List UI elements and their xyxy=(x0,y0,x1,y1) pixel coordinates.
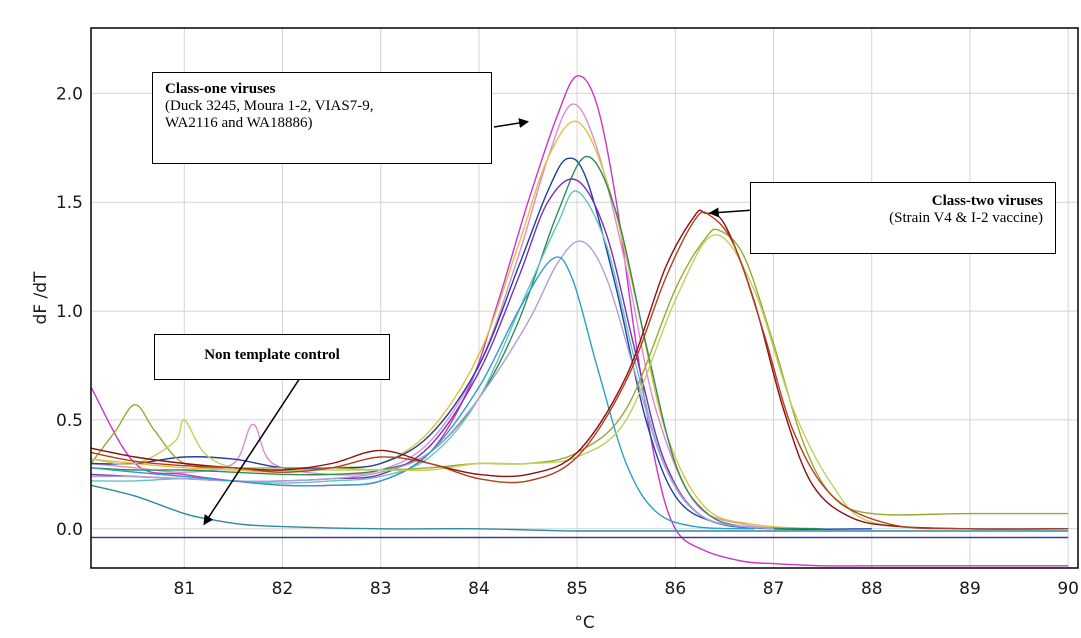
x-tick-labels: 81 82 83 84 85 86 87 88 89 90 xyxy=(173,579,1079,599)
series-line xyxy=(90,103,794,530)
plot-area-frame xyxy=(90,27,1079,569)
y-tick-label: 0.0 xyxy=(56,520,83,540)
y-axis-label: dF /dT xyxy=(31,271,51,324)
y-tick-label: 1.5 xyxy=(56,193,83,213)
annotation-class-one: Class-one viruses (Duck 3245, Moura 1-2,… xyxy=(152,72,492,164)
annotation-class-two-title: Class-two viruses xyxy=(931,193,1043,209)
x-axis-label: °C xyxy=(574,613,594,633)
x-tick-label: 88 xyxy=(861,579,883,599)
series-line xyxy=(90,209,1069,530)
y-tick-labels: 0.0 0.5 1.0 1.5 2.0 xyxy=(56,84,83,539)
annotation-ntc-title: Non template control xyxy=(204,347,340,363)
annotation-arrow xyxy=(203,377,301,526)
annotation-non-template-control: Non template control xyxy=(154,334,390,380)
x-tick-label: 84 xyxy=(468,579,490,599)
y-tick-label: 2.0 xyxy=(56,84,83,104)
series-line xyxy=(90,484,1069,532)
annotation-class-two: Class-two viruses (Strain V4 & I-2 vacci… xyxy=(750,182,1056,254)
series-line xyxy=(90,240,774,530)
series-line xyxy=(90,211,1069,530)
annotation-arrow xyxy=(493,118,530,128)
x-tick-label: 81 xyxy=(173,579,195,599)
series-line xyxy=(90,256,754,530)
x-tick-label: 90 xyxy=(1057,579,1079,599)
y-tick-label: 1.0 xyxy=(56,302,83,322)
annotation-class-one-title: Class-one viruses xyxy=(165,81,276,97)
x-tick-label: 87 xyxy=(763,579,785,599)
x-tick-label: 89 xyxy=(959,579,981,599)
annotation-class-two-text: (Strain V4 & I-2 vaccine) xyxy=(889,210,1043,226)
x-tick-label: 85 xyxy=(566,579,588,599)
annotation-class-one-text-line1: (Duck 3245, Moura 1-2, VIAS7-9, xyxy=(165,98,374,114)
y-tick-label: 0.5 xyxy=(56,411,83,431)
annotation-class-one-text-line2: WA2116 and WA18886) xyxy=(165,115,313,131)
x-tick-label: 82 xyxy=(272,579,294,599)
x-tick-label: 83 xyxy=(370,579,392,599)
series-line xyxy=(90,155,823,530)
series-line xyxy=(90,234,1069,530)
x-tick-label: 86 xyxy=(665,579,687,599)
